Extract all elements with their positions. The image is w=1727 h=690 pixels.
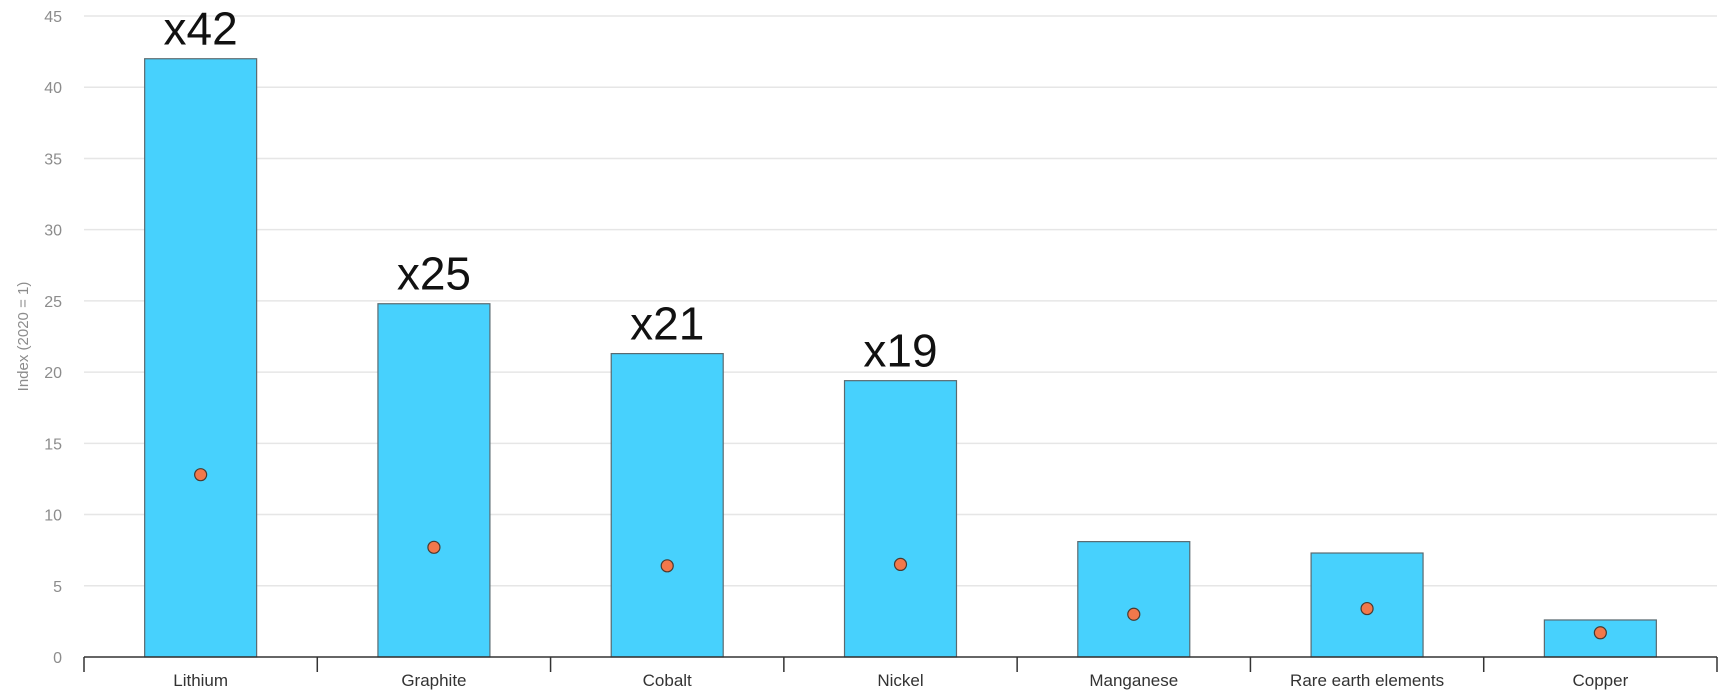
dot-cobalt [660, 559, 674, 573]
annotation-label: x25 [397, 248, 471, 300]
bar-cobalt [610, 352, 724, 658]
annotations: x42 x25 x21 x19 [164, 3, 938, 377]
category-label: Manganese [1089, 671, 1178, 690]
dot-graphite [427, 540, 441, 554]
bar-graphite [377, 303, 491, 658]
y-tick-label: 45 [44, 9, 62, 26]
category-label: Graphite [401, 671, 466, 690]
category-labels: Lithium Graphite Cobalt Nickel Manganese Rare… [173, 671, 1628, 690]
category-label: Lithium [173, 671, 228, 690]
dots [194, 468, 1607, 640]
y-tick-label: 10 [44, 508, 62, 525]
annotation-label: x19 [863, 325, 937, 377]
annotation-label: x21 [630, 298, 704, 350]
category-label: Nickel [877, 671, 923, 690]
annotation-label: x42 [164, 3, 238, 55]
dot-copper [1593, 626, 1607, 640]
y-axis-label: Index (2020 = 1) [15, 282, 32, 392]
dot-lithium [194, 468, 208, 482]
x-axis [83, 656, 1718, 672]
gridlines [84, 15, 1717, 587]
y-tick-label: 30 [44, 223, 62, 240]
y-tick-label: 40 [44, 80, 62, 97]
dot-rare-earth-elements [1360, 601, 1374, 616]
y-tick-label: 15 [44, 436, 62, 453]
category-label: Rare earth elements [1290, 671, 1444, 690]
y-tick-label: 5 [53, 579, 62, 596]
dot-manganese [1127, 607, 1141, 621]
category-label: Copper [1572, 671, 1628, 690]
y-tick-label: 35 [44, 151, 62, 168]
y-tick-label: 25 [44, 294, 62, 311]
bar-manganese [1077, 541, 1191, 658]
y-tick-label: 20 [44, 365, 62, 382]
category-label: Cobalt [643, 671, 692, 690]
dot-nickel [893, 557, 908, 572]
bar-lithium [144, 58, 258, 658]
bar-nickel [843, 380, 958, 658]
bars [144, 58, 1657, 658]
y-tick-labels: 0 5 10 15 20 25 30 35 40 45 [44, 9, 62, 667]
y-tick-label: 0 [53, 650, 62, 667]
